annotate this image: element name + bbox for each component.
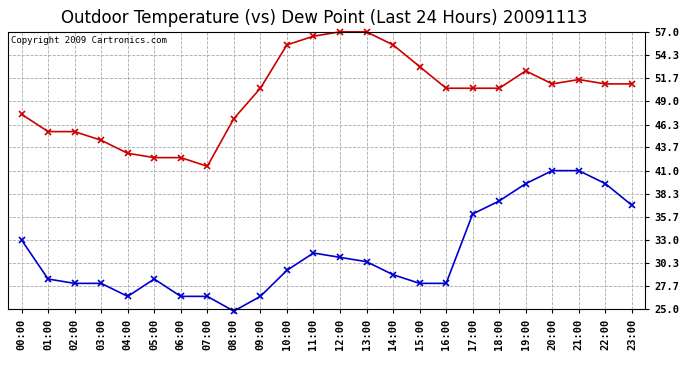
Text: Outdoor Temperature (vs) Dew Point (Last 24 Hours) 20091113: Outdoor Temperature (vs) Dew Point (Last… [61, 9, 588, 27]
Text: Copyright 2009 Cartronics.com: Copyright 2009 Cartronics.com [12, 36, 168, 45]
